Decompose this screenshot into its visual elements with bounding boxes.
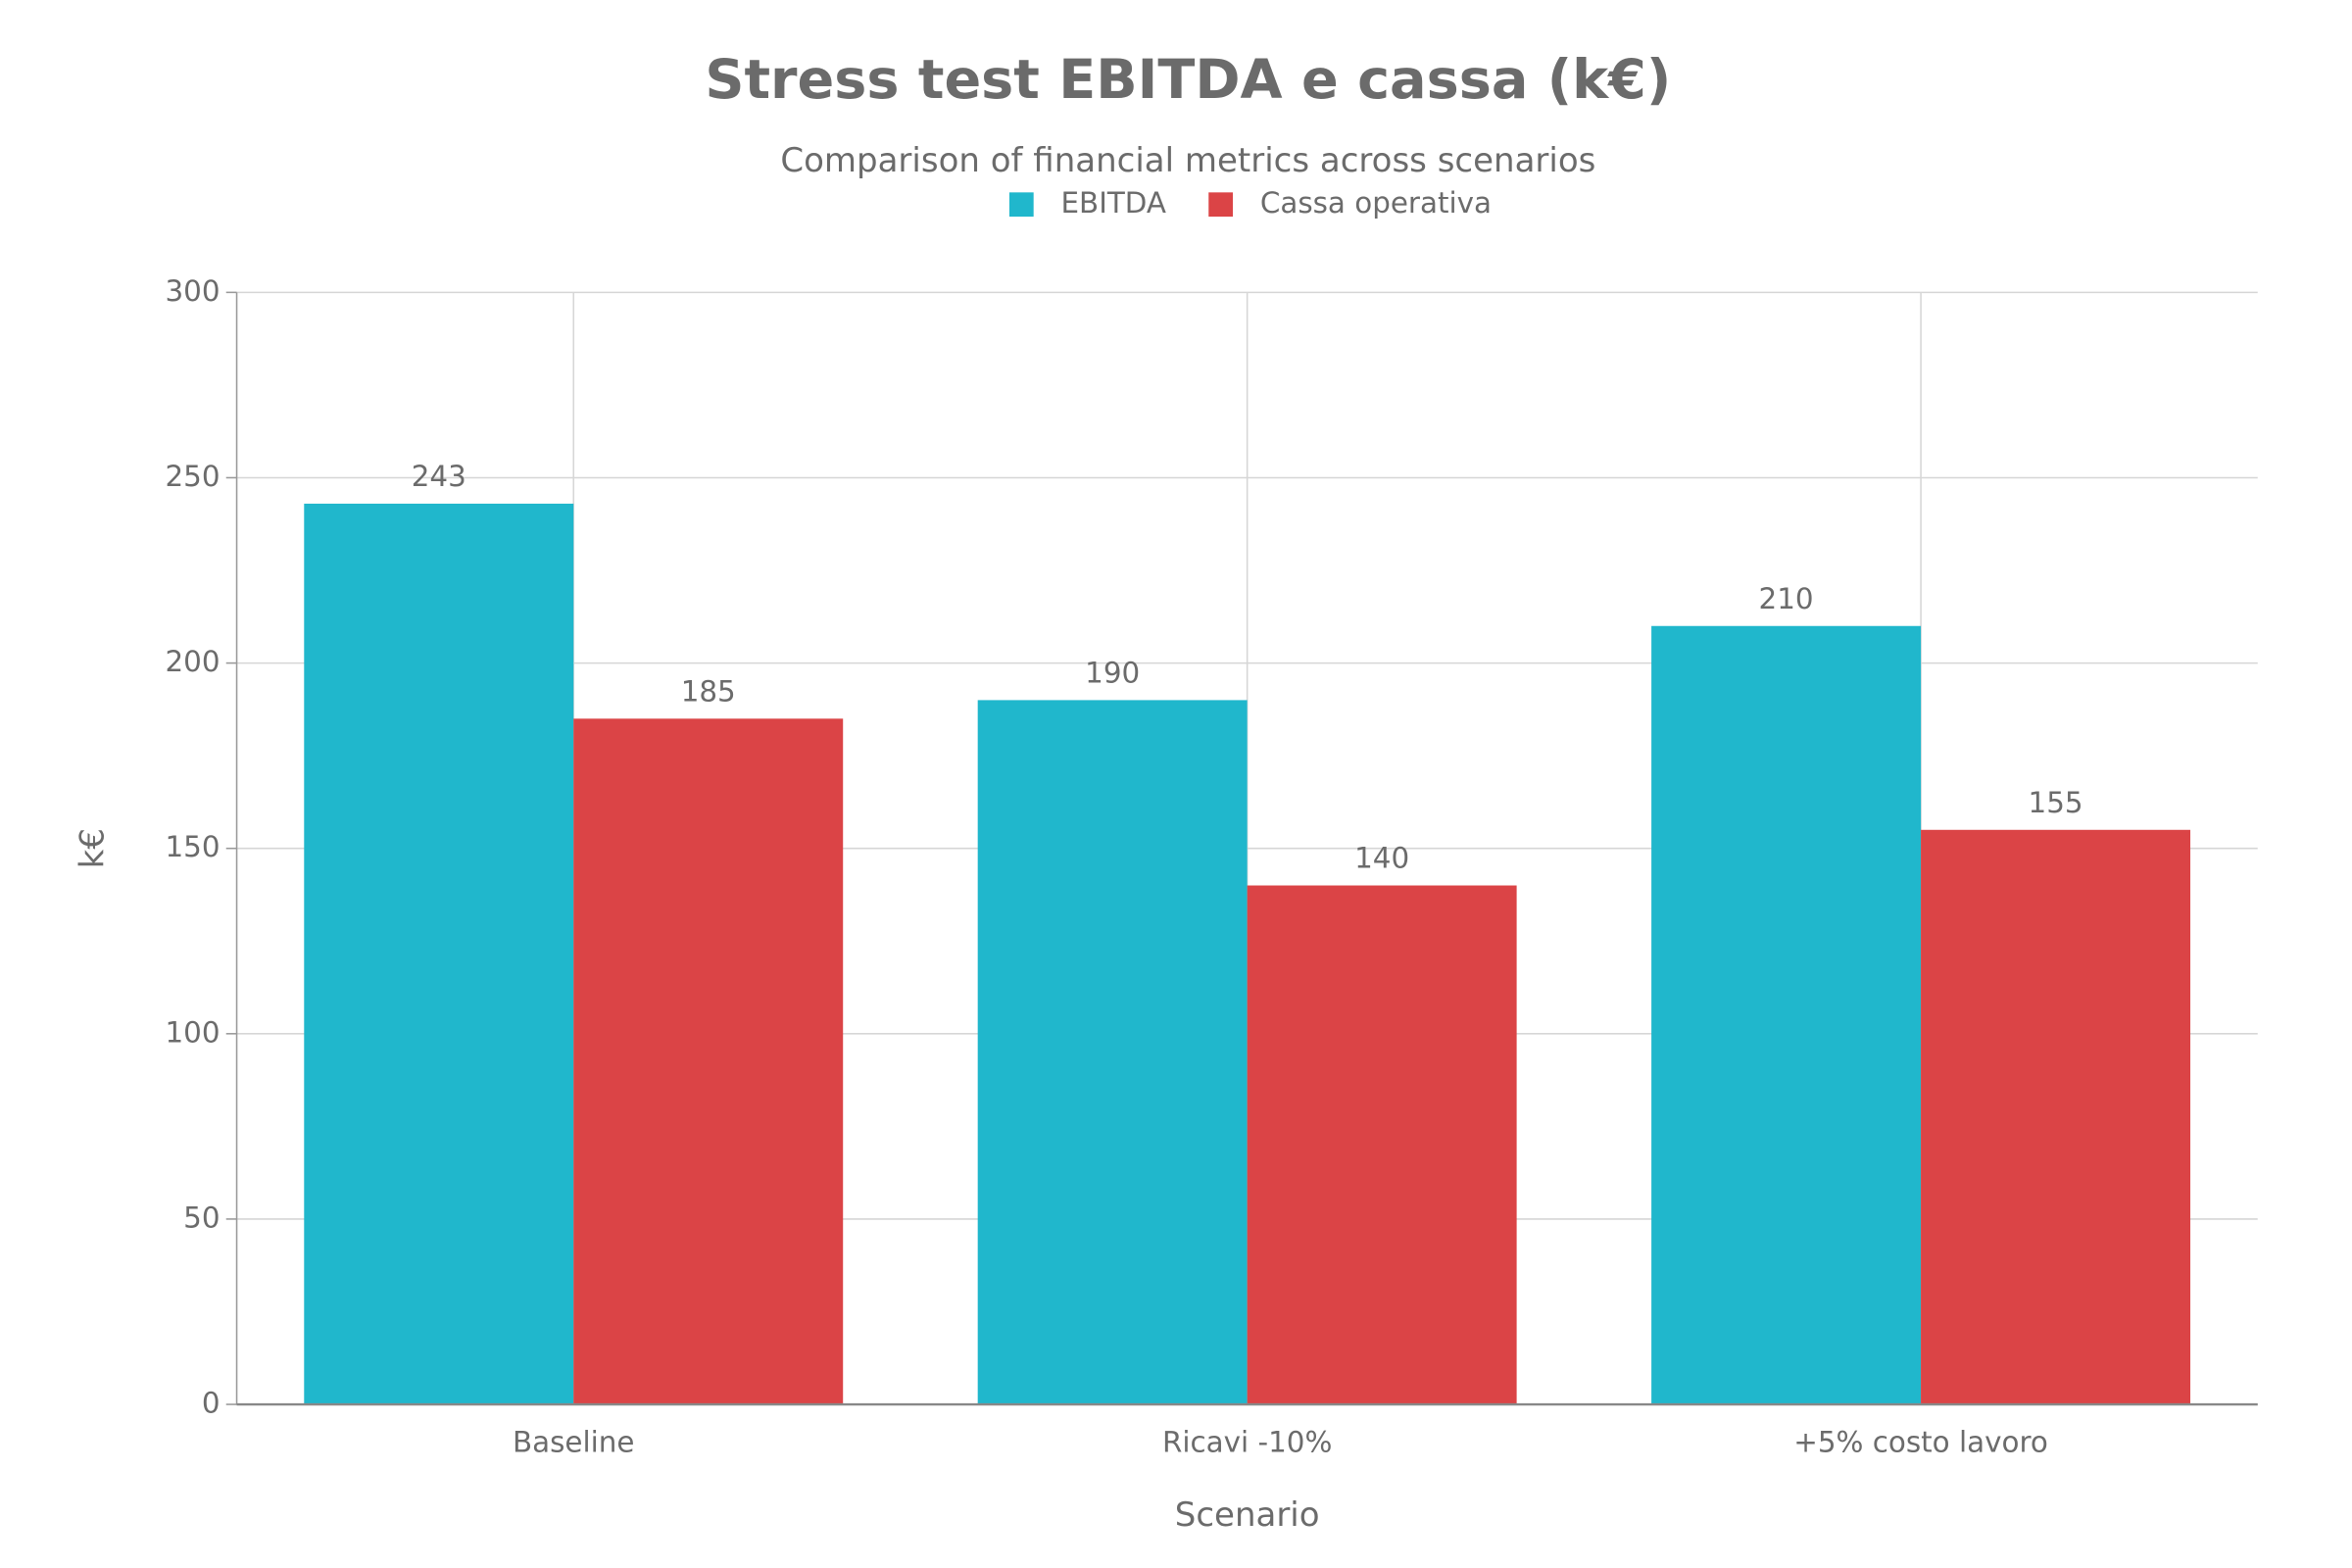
y-tick-label: 200 bbox=[165, 645, 220, 678]
legend-label: Cassa operativa bbox=[1260, 186, 1492, 220]
data-label: 140 bbox=[1354, 842, 1409, 875]
x-axis-label: Scenario bbox=[1175, 1495, 1320, 1535]
y-tick-label: 50 bbox=[183, 1200, 220, 1234]
legend-swatch bbox=[1208, 192, 1234, 218]
data-label: 155 bbox=[2029, 786, 2083, 819]
x-tick-label: +5% costo lavoro bbox=[1793, 1426, 2048, 1459]
y-tick-label: 150 bbox=[165, 830, 220, 863]
bar bbox=[977, 700, 1248, 1405]
x-tick-label: Baseline bbox=[513, 1426, 634, 1459]
y-tick-label: 0 bbox=[202, 1387, 220, 1420]
y-tick-label: 250 bbox=[165, 460, 220, 493]
bar bbox=[304, 503, 574, 1405]
legend-label: EBITDA bbox=[1061, 186, 1166, 220]
bar bbox=[1651, 625, 1922, 1405]
bar bbox=[1247, 885, 1517, 1405]
y-axis-label: k€ bbox=[74, 828, 113, 868]
data-label: 185 bbox=[681, 675, 736, 709]
data-label: 243 bbox=[412, 460, 466, 493]
y-tick-label: 100 bbox=[165, 1015, 220, 1049]
legend-swatch bbox=[1008, 192, 1034, 218]
y-tick-label: 300 bbox=[165, 274, 220, 308]
x-tick-label: Ricavi -10% bbox=[1162, 1426, 1332, 1459]
data-label: 190 bbox=[1085, 657, 1140, 690]
chart-subtitle: Comparison of financial metrics across s… bbox=[780, 141, 1595, 180]
data-label: 210 bbox=[1759, 582, 1814, 615]
bar bbox=[573, 718, 844, 1405]
chart-title: Stress test EBITDA e cassa (k€) bbox=[705, 48, 1671, 112]
bar bbox=[1921, 829, 2191, 1405]
